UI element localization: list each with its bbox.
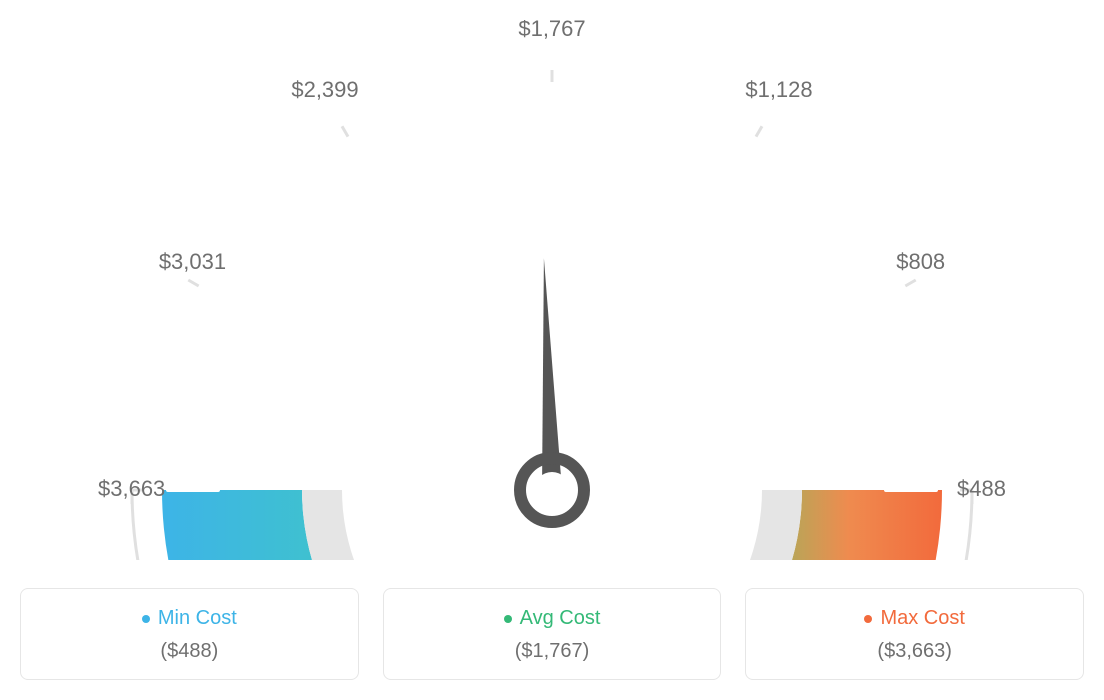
legend-value-min: ($488) (33, 640, 346, 663)
legend-title-max-text: Max Cost (880, 607, 964, 630)
svg-text:$808: $808 (896, 249, 945, 274)
legend-card-min: Min Cost ($488) (20, 588, 359, 680)
gauge-svg-wrap: $488 $808 $1,128 $1,767 $2,399 $3,031 $3,663 (20, 20, 1084, 560)
svg-text:$3,031: $3,031 (159, 249, 226, 274)
legend-row: Min Cost ($488) Avg Cost ($1,767) Max Co… (20, 588, 1084, 680)
dot-icon (864, 615, 872, 623)
svg-text:$3,663: $3,663 (98, 476, 165, 501)
legend-title-min-text: Min Cost (158, 607, 237, 630)
legend-title-min: Min Cost (142, 607, 237, 630)
svg-text:$1,128: $1,128 (745, 77, 812, 102)
legend-value-max: ($3,663) (758, 640, 1071, 663)
gauge-svg: $488 $808 $1,128 $1,767 $2,399 $3,031 $3,663 (20, 20, 1084, 560)
legend-card-max: Max Cost ($3,663) (745, 588, 1084, 680)
svg-text:$2,399: $2,399 (291, 77, 358, 102)
svg-text:$488: $488 (957, 476, 1006, 501)
legend-card-avg: Avg Cost ($1,767) (383, 588, 722, 680)
legend-title-avg-text: Avg Cost (520, 607, 601, 630)
gauge-chart-container: $488 $808 $1,128 $1,767 $2,399 $3,031 $3,663 M… (20, 20, 1084, 680)
dot-icon (504, 615, 512, 623)
svg-text:$1,767: $1,767 (518, 20, 585, 41)
dot-icon (142, 615, 150, 623)
legend-title-avg: Avg Cost (504, 607, 601, 630)
legend-value-avg: ($1,767) (396, 640, 709, 663)
legend-title-max: Max Cost (864, 607, 964, 630)
